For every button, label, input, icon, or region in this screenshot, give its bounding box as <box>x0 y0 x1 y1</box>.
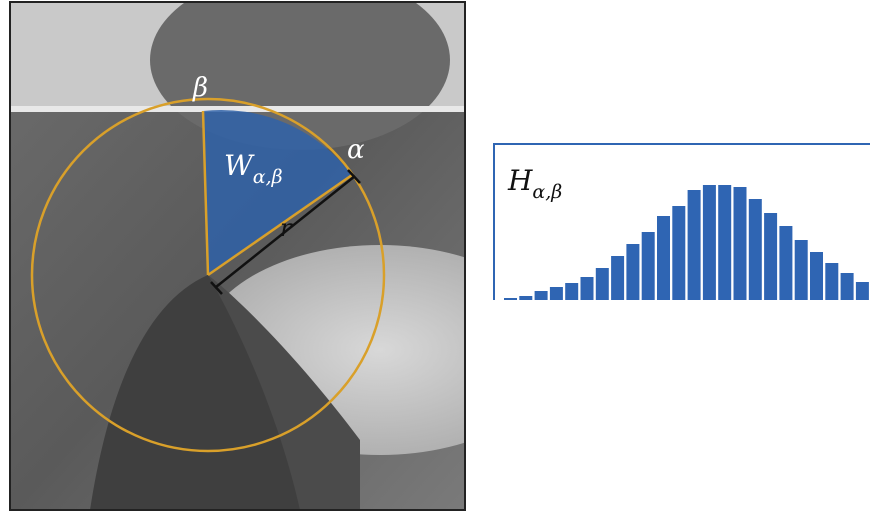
histogram-bar <box>825 263 838 300</box>
histogram-bar <box>550 287 563 300</box>
histogram-bar <box>779 226 792 300</box>
histogram-bar <box>611 256 624 300</box>
histogram-bar <box>535 291 548 300</box>
histogram-bar <box>749 199 762 300</box>
histogram-bar <box>657 216 670 300</box>
beta-label: β <box>192 73 208 103</box>
window-symbol: W <box>224 149 255 182</box>
histogram-bar <box>841 273 854 300</box>
histogram-bar <box>596 268 609 300</box>
histogram-label: Hα,β <box>507 164 562 203</box>
radius-label: r <box>280 214 293 242</box>
histogram-bar <box>764 213 777 300</box>
histogram-bar <box>703 185 716 300</box>
histogram-bar <box>581 277 594 300</box>
histogram-bar <box>626 244 639 300</box>
histogram-symbol: H <box>507 164 533 197</box>
histogram-bar <box>856 282 869 300</box>
alpha-label: α <box>347 135 365 165</box>
window-subscript: α,β <box>253 166 283 188</box>
page: {"photo": {"beta": "β", "alpha": "α", "w… <box>0 0 870 512</box>
histogram-bar <box>688 190 701 300</box>
histogram-bar <box>642 232 655 300</box>
histogram-bar <box>519 296 532 300</box>
histogram-bar <box>734 187 747 300</box>
histogram-bar <box>672 206 685 300</box>
histogram-bar <box>795 240 808 300</box>
figure: β α Wα,β r Hα,β <box>0 0 870 512</box>
histogram-bar <box>565 283 578 300</box>
histogram-bar <box>504 298 517 300</box>
histogram-subscript: α,β <box>532 181 562 203</box>
histogram-bar <box>718 185 731 300</box>
histogram-bar <box>810 252 823 300</box>
